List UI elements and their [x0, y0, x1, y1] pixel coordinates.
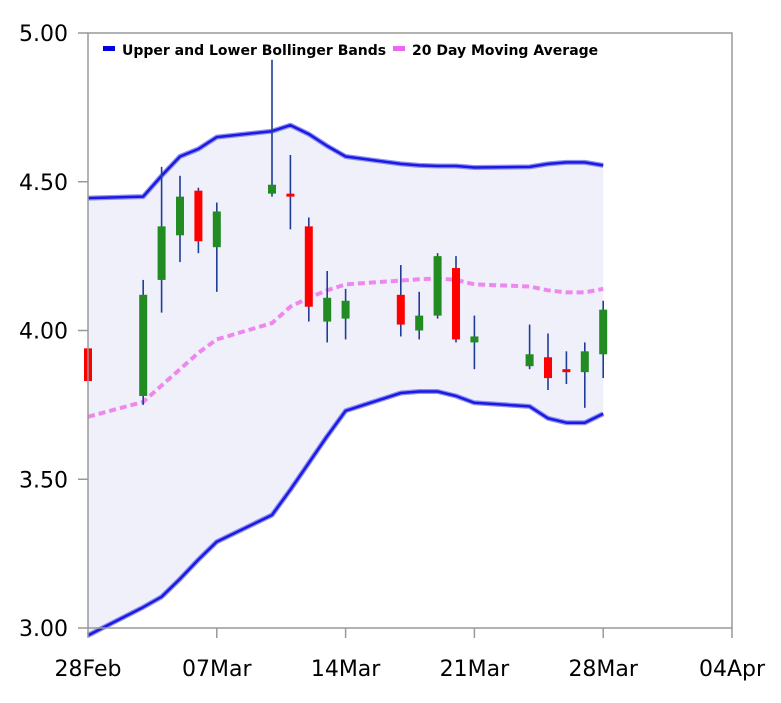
x-tick-label: 07Mar — [182, 657, 252, 682]
legend-label: Upper and Lower Bollinger Bands — [122, 43, 386, 59]
candle-body-down — [562, 369, 571, 373]
candle — [580, 342, 589, 408]
y-tick-label: 4.00 — [19, 320, 68, 345]
candle-body-up — [139, 294, 148, 396]
legend-item: 20 Day Moving Average — [393, 43, 598, 59]
y-tick-label: 4.50 — [19, 171, 68, 196]
candle-body-up — [470, 336, 479, 343]
lower-band-line — [87, 390, 604, 637]
candle — [415, 291, 424, 340]
x-tick-label: 14Mar — [311, 657, 381, 682]
candle-body-up — [341, 300, 350, 319]
candle-body-up — [580, 351, 589, 373]
candle-body-up — [176, 196, 184, 236]
legend-swatch — [103, 46, 115, 51]
candle-body-up — [157, 226, 166, 280]
candle — [286, 154, 295, 230]
x-tick-label: 21Mar — [440, 657, 510, 682]
candle-body-down — [452, 268, 460, 340]
candle-body-up — [525, 354, 534, 367]
candle — [157, 166, 166, 313]
candle-body-down — [194, 190, 203, 242]
candle — [562, 351, 571, 385]
legend-item: Upper and Lower Bollinger Bands — [103, 43, 386, 59]
candle — [396, 265, 405, 337]
candle — [304, 217, 313, 322]
candle-body-up — [415, 315, 424, 331]
candle-body-up — [323, 297, 332, 322]
candle — [341, 288, 350, 340]
candle — [452, 256, 460, 343]
candle — [194, 187, 203, 254]
candle-body-down — [286, 193, 295, 197]
moving-average-line — [87, 276, 604, 419]
candle — [323, 271, 332, 343]
x-tick-label: 28Feb — [55, 657, 122, 682]
candle — [139, 279, 148, 405]
candle — [433, 253, 442, 319]
y-tick-label: 3.50 — [19, 468, 68, 493]
candle — [176, 175, 184, 263]
candle-body-up — [268, 184, 276, 194]
x-tick-label: 04Apr — [699, 657, 766, 682]
legend-swatch — [393, 46, 405, 51]
x-tick-label: 28Mar — [568, 657, 638, 682]
y-tick-label: 3.00 — [19, 617, 68, 642]
candle — [544, 333, 552, 390]
axes: 3.00 3.50 4.00 4.50 5.00 28Feb 07Mar 14Mar 21Mar… — [19, 22, 766, 682]
candle — [525, 324, 534, 370]
y-tick-label: 5.00 — [19, 22, 68, 47]
candle — [470, 315, 479, 370]
legend: Upper and Lower Bollinger Bands 20 Day Mo… — [103, 43, 598, 59]
upper-band-line — [87, 123, 604, 200]
moving-average-layer — [87, 276, 604, 419]
candle-body-down — [304, 226, 313, 307]
candle — [599, 300, 608, 379]
candle-body-down — [396, 294, 405, 325]
candle-body-up — [599, 309, 608, 355]
candle-body-down — [544, 357, 552, 379]
candle — [212, 202, 221, 292]
candle — [268, 59, 276, 197]
candle-body-up — [433, 256, 442, 316]
candlestick-layer — [84, 59, 608, 408]
legend-label: 20 Day Moving Average — [412, 43, 598, 59]
candle-body-up — [212, 211, 221, 248]
